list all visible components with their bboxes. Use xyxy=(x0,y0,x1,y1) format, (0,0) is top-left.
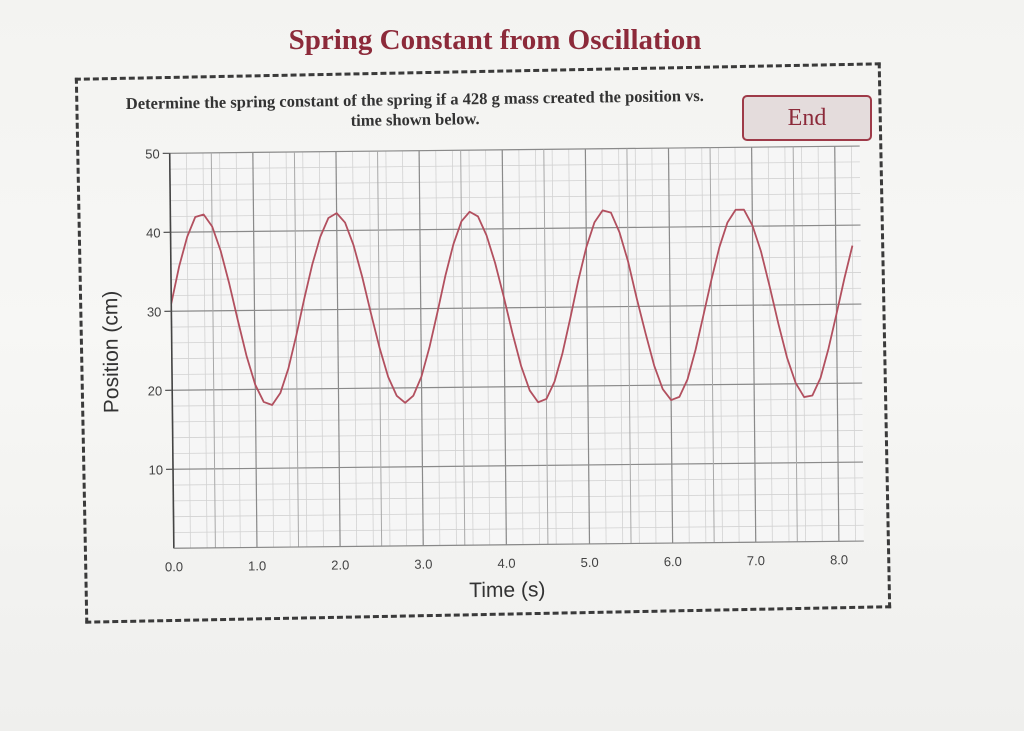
minor-grid-hline xyxy=(173,524,864,533)
minor-grid-hline xyxy=(172,430,863,439)
tick-labels: 10 20 30 40 50 0.0 1.0 2.0 3.0 4.0 5.0 6.0 7.0 8.0 xyxy=(145,146,848,574)
y-axis-label: Position (cm) xyxy=(99,291,123,414)
half-grid-vline xyxy=(626,148,632,544)
half-grid-vline xyxy=(460,150,466,546)
y-tick-label: 40 xyxy=(146,225,161,240)
minor-grid-vline xyxy=(269,152,275,548)
major-grid-vline xyxy=(667,148,674,544)
minor-grid-vline xyxy=(684,147,690,543)
minor-grid-hline xyxy=(171,351,862,360)
half-grid-vline xyxy=(792,146,798,542)
x-tick-label: 6.0 xyxy=(664,554,682,569)
minor-grid-vline xyxy=(734,147,740,543)
minor-grid-hline xyxy=(170,193,861,202)
minor-grid-hline xyxy=(170,240,861,249)
page-title: Spring Constant from Oscillation xyxy=(288,24,702,56)
minor-grid-hline xyxy=(171,272,862,281)
series-line xyxy=(170,208,854,406)
minor-grid-vline xyxy=(717,147,723,543)
end-button[interactable]: End xyxy=(742,95,872,141)
x-tick-label: 0.0 xyxy=(165,559,183,574)
minor-grid-vline xyxy=(435,150,441,546)
y-tick-label: 50 xyxy=(145,146,160,161)
half-grid-vline xyxy=(293,151,300,547)
major-grid-hline xyxy=(170,224,861,233)
major-grid xyxy=(169,145,863,549)
x-axis-label: Time (s) xyxy=(469,578,545,602)
minor-grid-hline xyxy=(171,319,862,328)
minor-grid-vline xyxy=(817,146,823,542)
major-grid-vline xyxy=(501,149,507,545)
minor-grid-hline xyxy=(172,445,863,454)
minor-grid-vline xyxy=(651,148,657,544)
minor-grid-hline xyxy=(170,177,861,186)
x-tick-label: 4.0 xyxy=(497,556,515,571)
major-grid-vline xyxy=(834,146,840,542)
minor-grid-vline xyxy=(402,150,408,546)
x-tick-label: 3.0 xyxy=(414,557,432,572)
minor-grid-vline xyxy=(701,147,707,543)
minor-grid-vline xyxy=(568,149,574,545)
minor-grid-hline xyxy=(169,161,860,170)
curve-layer xyxy=(170,208,854,406)
minor-grid-vline xyxy=(202,152,208,548)
minor-grid-vline xyxy=(850,146,856,542)
minor-grid-vline xyxy=(468,150,474,546)
minor-grid-vline xyxy=(634,148,640,544)
minor-grid-vline xyxy=(784,146,790,542)
minor-grid-vline xyxy=(801,146,807,542)
axes xyxy=(162,152,864,549)
x-axis-line xyxy=(173,540,864,549)
major-grid-hline xyxy=(169,145,860,154)
half-grid-vline xyxy=(543,149,549,545)
minor-grid-hline xyxy=(173,493,864,502)
minor-grid-vline xyxy=(618,148,624,544)
minor-grid-hline xyxy=(173,477,864,486)
minor-grid-vline xyxy=(485,149,491,545)
minor-grid-vline xyxy=(352,151,358,547)
x-tick-label: 5.0 xyxy=(581,555,599,570)
minor-grid-vline xyxy=(185,153,191,549)
minor-grid-hline xyxy=(171,335,862,344)
minor-grid-vline xyxy=(767,147,773,543)
half-grid-vline xyxy=(709,147,715,543)
minor-grid-vline xyxy=(518,149,524,545)
minor-grid xyxy=(169,145,864,549)
half-grid-vline xyxy=(210,152,216,548)
major-grid-vline xyxy=(252,152,258,548)
major-grid-hline xyxy=(171,303,862,312)
question-text: Determine the spring constant of the spr… xyxy=(125,85,705,130)
minor-grid-vline xyxy=(368,151,374,547)
minor-grid-vline xyxy=(285,152,291,548)
major-grid-hline xyxy=(172,382,863,391)
x-tick-label: 2.0 xyxy=(331,557,349,572)
major-grid-vline xyxy=(418,150,424,546)
x-tick-label: 7.0 xyxy=(747,553,765,568)
minor-grid-vline xyxy=(385,151,391,547)
major-grid-vline xyxy=(335,151,341,547)
minor-grid-vline xyxy=(235,152,241,548)
x-tick-label: 1.0 xyxy=(248,558,266,573)
minor-grid-vline xyxy=(551,149,557,545)
minor-grid-hline xyxy=(172,414,863,423)
minor-grid-vline xyxy=(302,151,308,547)
minor-grid-vline xyxy=(318,151,324,547)
major-grid-hline xyxy=(173,461,863,470)
position-time-chart: 10 20 30 40 50 0.0 1.0 2.0 3.0 4.0 5.0 6.0 7.0 8.0 Ti… xyxy=(99,145,864,602)
minor-grid-hline xyxy=(171,287,862,296)
y-tick-label: 20 xyxy=(148,383,163,398)
minor-grid-hline xyxy=(170,256,861,265)
x-tick-label: 8.0 xyxy=(830,552,848,567)
major-grid-vline xyxy=(584,148,591,544)
y-tick-label: 30 xyxy=(147,304,162,319)
minor-grid-vline xyxy=(451,150,457,546)
y-axis-line xyxy=(168,153,175,549)
minor-grid-vline xyxy=(601,148,607,544)
minor-grid-hline xyxy=(172,398,863,407)
minor-grid-vline xyxy=(535,149,541,545)
major-grid-vline xyxy=(751,147,757,543)
minor-grid-vline xyxy=(219,152,225,548)
y-tick-label: 10 xyxy=(148,462,163,477)
minor-grid-hline xyxy=(173,509,864,518)
